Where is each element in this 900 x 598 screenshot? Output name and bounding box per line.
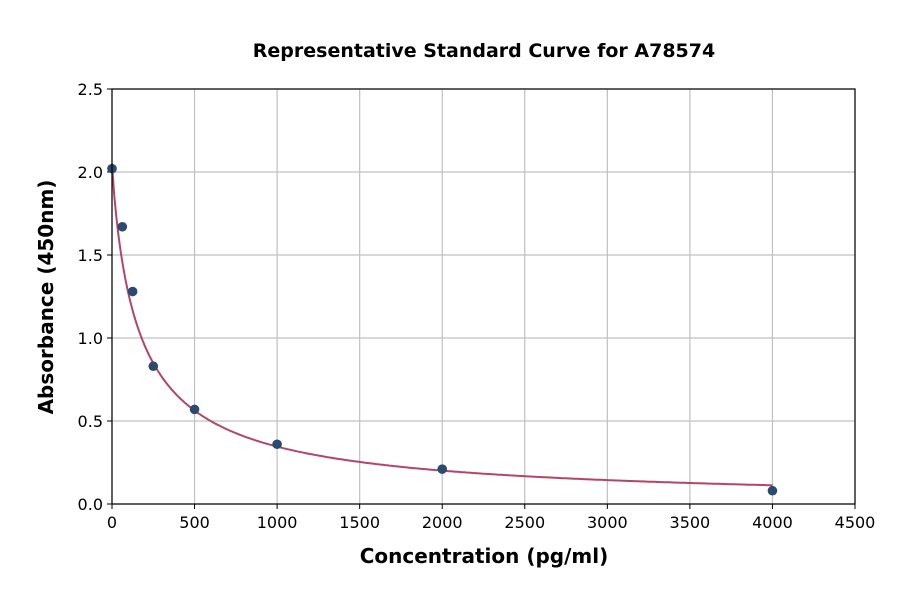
x-axis-label: Concentration (pg/ml): [360, 544, 609, 568]
data-point: [767, 485, 778, 496]
x-tick-label: 4000: [752, 513, 793, 532]
data-point: [117, 221, 128, 232]
data-point: [272, 439, 282, 450]
chart-title: Representative Standard Curve for A78574: [253, 40, 715, 62]
y-tick-label: 0.5: [78, 412, 103, 431]
x-tick-label: 4500: [835, 513, 876, 532]
x-tick-label: 3000: [587, 513, 628, 532]
x-tick-label: 1500: [339, 513, 380, 532]
y-tick-label: 1.5: [78, 246, 103, 265]
data-point: [437, 464, 448, 474]
plot-frame: [111, 88, 856, 505]
y-tick-label: 2.0: [78, 163, 103, 182]
x-tick-label: 3500: [670, 513, 711, 532]
x-tick-label: 1000: [257, 513, 298, 532]
data-point: [189, 404, 200, 415]
y-tick-label: 2.5: [78, 80, 103, 99]
x-tick-label: 0: [107, 513, 117, 532]
y-tick-label: 1.0: [78, 329, 103, 348]
x-tick-label: 2500: [504, 513, 545, 532]
y-axis-label: Absorbance (450nm): [34, 180, 58, 415]
x-tick-label: 500: [179, 513, 210, 532]
x-tick-label: 2000: [422, 513, 463, 532]
data-point: [127, 286, 138, 297]
data-point: [148, 361, 159, 372]
y-tick-label: 0.0: [78, 495, 103, 514]
